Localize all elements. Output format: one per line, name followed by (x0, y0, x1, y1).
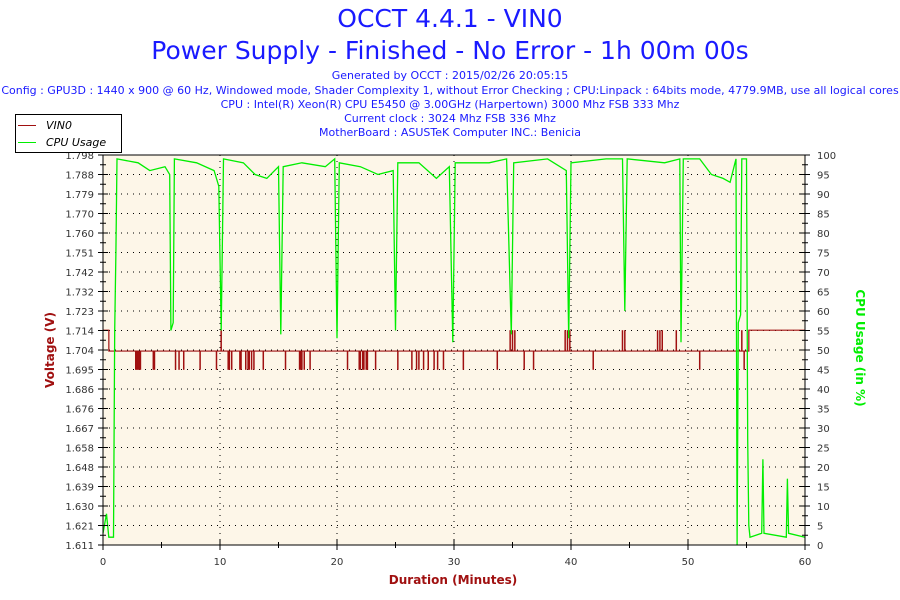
y-tick-label-left: 1.751 (65, 249, 94, 260)
y-tick-label-left: 1.630 (65, 502, 94, 513)
legend-label-vin0: VIN0 (46, 118, 72, 132)
y-tick-label-right: 80 (817, 229, 830, 240)
y-tick-label-right: 90 (817, 190, 830, 201)
y-tick-label-left: 1.788 (65, 171, 94, 182)
info-clock: Current clock : 3024 Mhz FSB 336 Mhz (344, 112, 556, 125)
x-tick-label: 50 (682, 557, 695, 568)
y-tick-label-left: 1.686 (65, 385, 94, 396)
y-tick-label-left: 1.760 (65, 229, 94, 240)
legend-item-vin0: VIN0 (16, 118, 72, 132)
y-tick-label-left: 1.621 (65, 522, 94, 533)
chart-title: OCCT 4.4.1 - VIN0 (337, 4, 563, 33)
y-tick-label-left: 1.732 (65, 288, 94, 299)
legend-item-cpu: CPU Usage (16, 135, 106, 149)
y-tick-label-right: 70 (817, 268, 830, 279)
x-tick-label: 60 (799, 557, 812, 568)
y-tick-label-left: 1.704 (65, 346, 94, 357)
y-tick-label-right: 50 (817, 346, 830, 357)
y-tick-label-left: 1.695 (65, 366, 94, 377)
info-motherboard: MotherBoard : ASUSTeK Computer INC.: Ben… (319, 126, 581, 139)
y-tick-label-right: 10 (817, 502, 830, 513)
y-tick-label-right: 55 (817, 327, 830, 338)
y-tick-label-left: 1.770 (65, 210, 94, 221)
y-tick-label-right: 95 (817, 171, 830, 182)
y-tick-label-left: 1.714 (65, 327, 94, 338)
legend: VIN0 CPU Usage (15, 114, 122, 153)
legend-swatch-cpu (18, 141, 36, 143)
x-axis-label: Duration (Minutes) (388, 573, 518, 587)
info-generated: Generated by OCCT : 2015/02/26 20:05:15 (331, 69, 569, 82)
y-tick-label-right: 100 (817, 151, 836, 162)
y-tick-label-left: 1.798 (65, 151, 94, 162)
y-tick-label-left: 1.742 (65, 268, 94, 279)
y-tick-label-right: 60 (817, 307, 830, 318)
info-cpu: CPU : Intel(R) Xeon(R) CPU E5450 @ 3.00G… (220, 98, 680, 111)
y-tick-label-left: 1.639 (65, 483, 94, 494)
y-tick-label-right: 25 (817, 444, 830, 455)
y-tick-label-left: 1.676 (65, 405, 94, 416)
y-tick-label-right: 30 (817, 424, 830, 435)
legend-swatch-vin0 (18, 124, 36, 126)
chart-subtitle: Power Supply - Finished - No Error - 1h … (151, 36, 749, 65)
y-tick-label-right: 35 (817, 405, 830, 416)
y-tick-label-left: 1.667 (65, 424, 94, 435)
y-tick-label-right: 15 (817, 483, 830, 494)
y-tick-label-left: 1.723 (65, 307, 94, 318)
x-tick-label: 40 (565, 557, 578, 568)
y-tick-label-right: 20 (817, 463, 830, 474)
y-tick-label-left: 1.779 (65, 190, 94, 201)
y-tick-label-right: 75 (817, 249, 830, 260)
x-tick-label: 0 (100, 557, 106, 568)
x-tick-label: 20 (331, 557, 344, 568)
x-tick-label: 30 (448, 557, 461, 568)
y-axis-label-left: Voltage (V) (43, 312, 57, 388)
y-tick-label-right: 85 (817, 210, 830, 221)
x-tick-label: 10 (214, 557, 227, 568)
y-tick-label-left: 1.611 (65, 541, 94, 552)
y-tick-label-right: 65 (817, 288, 830, 299)
y-tick-label-right: 5 (817, 522, 823, 533)
y-tick-label-right: 45 (817, 366, 830, 377)
y-tick-label-left: 1.658 (65, 444, 94, 455)
y-tick-label-left: 1.648 (65, 463, 94, 474)
y-axis-label-right: CPU Usage (in %) (853, 289, 867, 407)
y-tick-label-right: 40 (817, 385, 830, 396)
y-tick-label-right: 0 (817, 541, 823, 552)
legend-label-cpu: CPU Usage (46, 135, 107, 149)
series-cpu-usage-line (102, 157, 806, 546)
info-config: Config : GPU3D : 1440 x 900 @ 60 Hz, Win… (1, 84, 899, 97)
